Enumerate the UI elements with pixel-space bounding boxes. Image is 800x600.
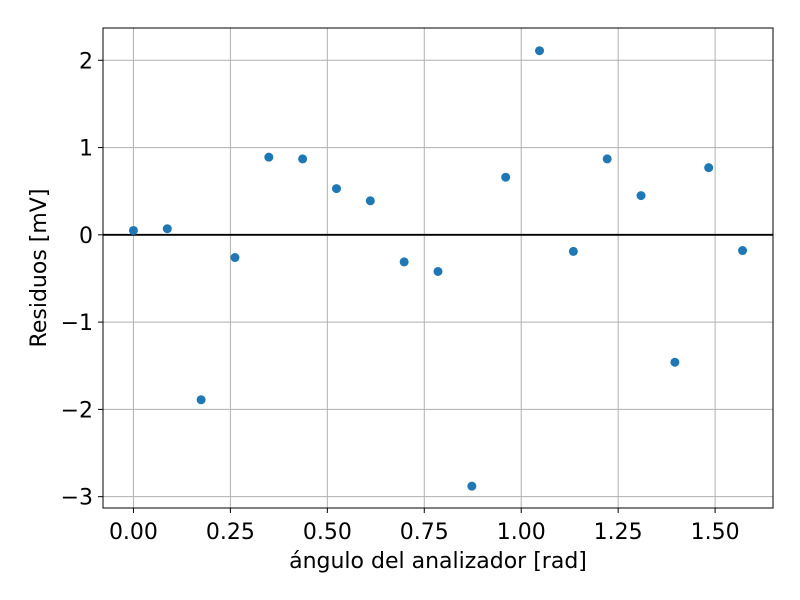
data-point — [467, 481, 477, 491]
data-point — [670, 357, 680, 367]
data-point — [501, 172, 511, 182]
data-point — [196, 395, 206, 405]
x-tick-label: 1.25 — [594, 520, 643, 545]
x-axis-ticks: 0.00 0.25 0.50 0.75 1.00 1.25 1.50 — [109, 508, 740, 545]
x-axis-label: ángulo del analizador [rad] — [289, 549, 587, 574]
x-tick-label: 0.25 — [206, 520, 255, 545]
data-point — [365, 196, 375, 206]
data-point — [162, 224, 172, 234]
y-axis-label: Residuos [mV] — [27, 189, 52, 348]
y-tick-label: −3 — [61, 486, 93, 511]
data-point — [331, 184, 341, 194]
data-point — [264, 152, 274, 162]
data-point — [738, 246, 748, 256]
data-point — [704, 163, 714, 173]
x-tick-label: 0.75 — [400, 520, 449, 545]
x-tick-label: 0.50 — [303, 520, 352, 545]
y-tick-label: −1 — [61, 311, 93, 336]
y-axis-ticks: −3 −2 −1 0 1 2 — [61, 49, 103, 511]
data-point — [535, 46, 545, 56]
x-tick-label: 1.00 — [497, 520, 546, 545]
data-point — [298, 154, 308, 164]
x-tick-label: 1.50 — [691, 520, 740, 545]
data-point — [636, 191, 646, 201]
x-tick-label: 0.00 — [109, 520, 158, 545]
y-tick-label: 1 — [79, 137, 93, 162]
y-tick-label: −2 — [61, 398, 93, 423]
data-point — [602, 154, 612, 164]
y-tick-label: 0 — [79, 224, 93, 249]
data-point — [128, 225, 138, 235]
data-point — [230, 253, 240, 263]
data-point — [399, 257, 409, 267]
y-tick-label: 2 — [79, 49, 93, 74]
data-points — [128, 46, 748, 491]
data-point — [433, 266, 443, 276]
plot-frame — [102, 27, 774, 509]
data-point — [568, 246, 578, 256]
